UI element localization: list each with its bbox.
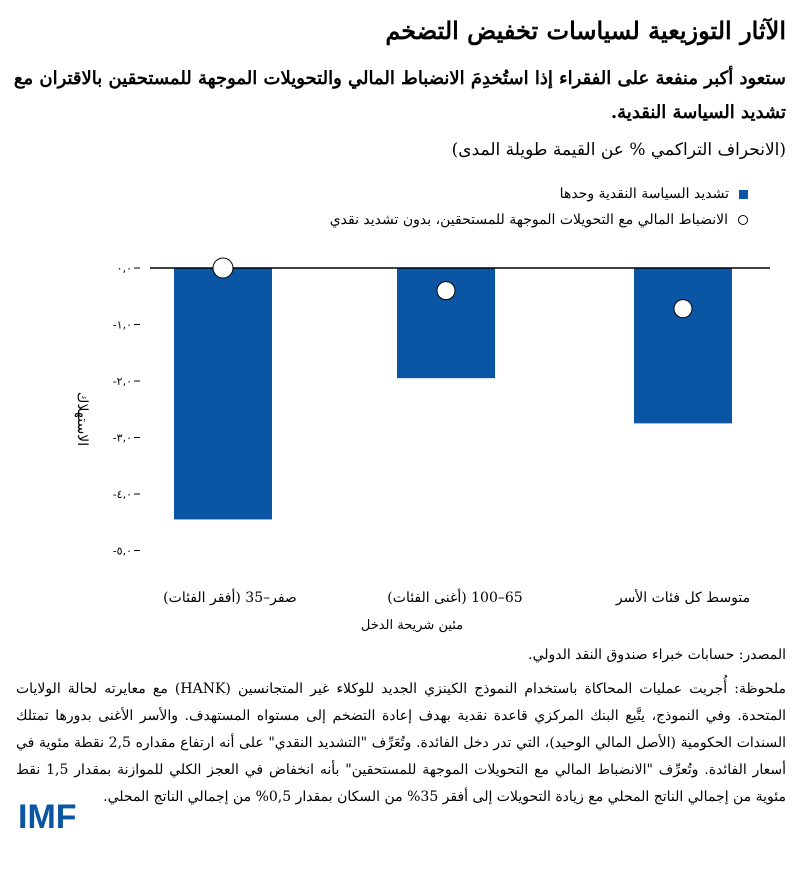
legend-label-monetary: تشديد السياسة النقدية وحدها	[559, 186, 729, 202]
category-label-richest: 65–100 (أغنى الفئات)	[387, 590, 523, 606]
chart-units: (الانحراف التراكمي % عن القيمة طويلة الم…	[451, 140, 786, 160]
imf-logo-text: IMF	[18, 798, 77, 834]
imf-logo: IMF	[18, 798, 77, 834]
legend-item-fiscal: الانضباط المالي مع التحويلات الموجهة للم…	[330, 212, 748, 228]
y-tick-label-1: -١,٠	[113, 319, 132, 332]
point-1	[436, 281, 456, 301]
y-axis-label: الاستهلاك	[74, 391, 90, 447]
point-0	[212, 257, 234, 279]
legend-circle-marker	[738, 215, 748, 225]
y-tick-label-5: -٥,٠	[113, 545, 132, 558]
y-tick-label-2: -٢,٠	[113, 375, 132, 388]
legend-label-fiscal: الانضباط المالي مع التحويلات الموجهة للم…	[329, 212, 728, 228]
note-text: ملحوظة: أُجريت عمليات المحاكاة باستخدام …	[16, 681, 787, 805]
bar-0	[174, 268, 272, 520]
legend-item-monetary: تشديد السياسة النقدية وحدها	[560, 186, 748, 202]
chart-title: الآثار التوزيعية لسياسات تخفيض التضخم	[385, 16, 786, 45]
category-label-average: متوسط كل فئات الأسر	[615, 590, 751, 606]
category-label-poorest: صفر–35 (أفقر الفئات)	[163, 590, 297, 606]
point-2	[673, 299, 693, 319]
y-tick-label-3: -٣,٠	[113, 432, 132, 445]
bar-2	[634, 268, 732, 424]
source-text: المصدر: حسابات خبراء صندوق النقد الدولي.	[528, 647, 786, 663]
legend-square-marker	[739, 189, 748, 199]
y-axis-label-wrap: الاستهلاك	[70, 374, 94, 464]
chart-plot: ٠,٠ -١,٠ -٢,٠ -٣,٠ -٤,٠ -٥,٠	[113, 257, 770, 558]
chart-subtitle: ستعود أكبر منفعة على الفقراء إذا استُخدِ…	[13, 68, 786, 123]
x-axis-label: مئين شريحة الدخل	[360, 618, 464, 633]
y-tick-label-4: -٤,٠	[113, 488, 132, 501]
y-tick-label-0: ٠,٠	[117, 262, 132, 275]
